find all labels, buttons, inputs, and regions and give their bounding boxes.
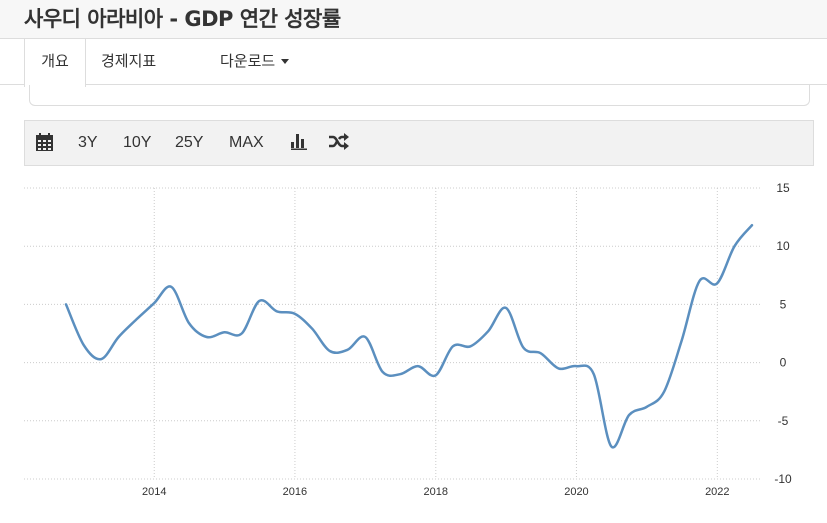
tab-download-label: 다운로드: [220, 52, 276, 70]
data-point: [204, 334, 210, 340]
series-line: [64, 223, 754, 449]
data-point: [239, 331, 245, 337]
x-tick-label: 2020: [564, 486, 588, 498]
x-tick-label: 2014: [142, 486, 166, 498]
data-point: [503, 305, 509, 311]
calendar-icon[interactable]: [36, 133, 53, 156]
chart-area: 15 10 5 0 -5 -10 2014 2016 2018 2020 2022: [24, 166, 827, 518]
data-point: [345, 347, 351, 353]
chart-toolbar: 3Y 10Y 25Y MAX: [24, 120, 814, 166]
data-point: [696, 278, 702, 284]
data-point: [644, 404, 650, 410]
data-point: [468, 343, 474, 349]
data-point: [168, 284, 174, 290]
data-point: [256, 298, 262, 304]
title-bar: 사우디 아라비아 - GDP 연간 성장률: [0, 0, 827, 38]
data-point: [661, 389, 667, 395]
x-axis: 2014 2016 2018 2020 2022: [142, 486, 730, 498]
data-point: [397, 371, 403, 377]
data-point: [327, 348, 333, 354]
x-tick-label: 2016: [283, 486, 307, 498]
overview-panel: [29, 85, 810, 106]
page-title: 사우디 아라비아 - GDP 연간 성장률: [24, 7, 341, 31]
y-axis: 15 10 5 0 -5 -10: [774, 181, 792, 486]
data-point: [556, 365, 562, 371]
range-25y-button[interactable]: 25Y: [175, 134, 204, 151]
data-point: [133, 317, 139, 323]
data-point: [450, 343, 456, 349]
chart-series: [63, 222, 755, 449]
y-tick-label: 0: [780, 356, 787, 370]
bar-chart-icon[interactable]: [291, 133, 307, 155]
data-point: [679, 338, 685, 344]
tab-bar: 개요 경제지표 다운로드: [0, 38, 827, 87]
data-point: [538, 350, 544, 356]
data-point: [221, 329, 227, 335]
data-point: [608, 443, 614, 449]
data-point: [116, 334, 122, 340]
data-point: [626, 412, 632, 418]
data-point: [309, 326, 315, 332]
shuffle-icon[interactable]: [329, 133, 349, 155]
y-tick-label: 5: [780, 297, 787, 311]
x-tick-label: 2022: [705, 486, 729, 498]
data-point: [63, 301, 69, 307]
data-point: [81, 342, 87, 348]
data-point: [415, 363, 421, 369]
y-tick-label: -10: [774, 472, 792, 486]
data-point: [749, 222, 755, 228]
tab-indicators[interactable]: 경제지표: [101, 52, 157, 70]
data-point: [591, 371, 597, 377]
data-point: [151, 300, 157, 306]
tab-download[interactable]: 다운로드: [220, 39, 290, 86]
chart-grid: [24, 187, 760, 480]
range-10y-button[interactable]: 10Y: [123, 134, 152, 151]
data-point: [380, 369, 386, 375]
range-3y-button[interactable]: 3Y: [78, 134, 98, 151]
y-tick-label: 10: [776, 239, 790, 253]
y-tick-label: 15: [776, 181, 790, 195]
line-chart[interactable]: 15 10 5 0 -5 -10 2014 2016 2018 2020 2022: [24, 166, 827, 518]
data-point: [485, 328, 491, 334]
data-point: [186, 320, 192, 326]
data-point: [292, 311, 298, 317]
data-point: [433, 372, 439, 378]
data-point: [714, 280, 720, 286]
x-tick-label: 2018: [424, 486, 448, 498]
data-point: [98, 356, 104, 362]
range-max-button[interactable]: MAX: [229, 134, 264, 151]
tab-overview[interactable]: 개요: [24, 39, 86, 87]
caret-down-icon: [281, 59, 290, 64]
y-tick-label: -5: [778, 414, 789, 428]
data-point: [362, 334, 368, 340]
data-point: [274, 308, 280, 314]
data-point: [520, 345, 526, 351]
data-point: [732, 243, 738, 249]
data-point: [573, 363, 579, 369]
